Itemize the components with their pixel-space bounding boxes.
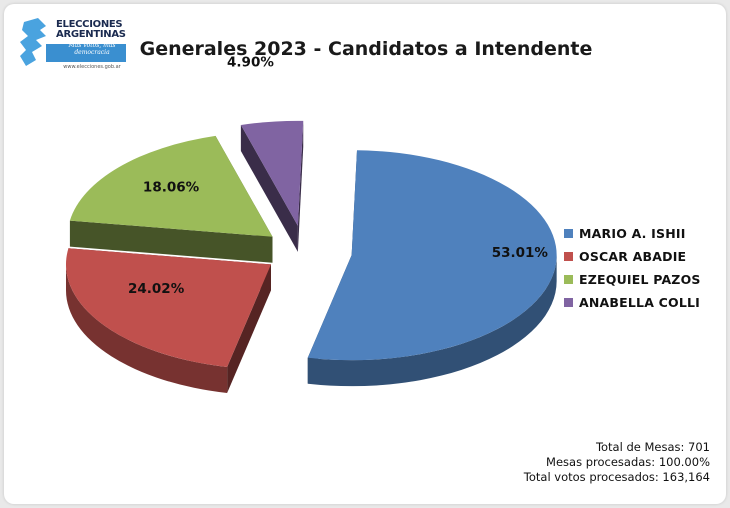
legend-item-oscar-abadie: OSCAR ABADIE (564, 245, 701, 268)
legend-label: MARIO A. ISHII (579, 226, 686, 241)
mesas-procesadas: Mesas procesadas: 100.00% (546, 455, 710, 469)
legend-swatch (564, 298, 573, 307)
pie-chart: 53.01% 24.02% 18.06% 4.90% (65, 54, 557, 393)
legend-item-mario-a-ishii: MARIO A. ISHII (564, 222, 701, 245)
pie-slices (65, 120, 557, 393)
data-label-oscar-abadie: 24.02% (128, 281, 185, 297)
slice-top-face (65, 248, 271, 367)
slice-outer-wall (307, 255, 557, 387)
data-label-ezequiel-pazos: 18.06% (143, 180, 200, 196)
chart-title: Generales 2023 - Candidatos a Intendente (139, 38, 593, 60)
data-label-anabella-colli: 4.90% (227, 54, 274, 70)
argentina-map-icon (20, 18, 126, 66)
pie-slice-anabella-colli (240, 120, 304, 252)
legend-swatch (564, 229, 573, 238)
logo-url: www.elecciones.gob.ar (63, 64, 121, 70)
legend-swatch (564, 275, 573, 284)
total-mesas: Total de Mesas: 701 (595, 440, 710, 454)
legend-label: ANABELLA COLLI (579, 295, 701, 310)
totals-panel: Total de Mesas: 701 Mesas procesadas: 10… (524, 440, 710, 485)
slice-side-wall (227, 264, 271, 393)
legend-label: OSCAR ABADIE (579, 249, 687, 264)
slice-top-face (307, 150, 557, 361)
pie-slice-mario-a-ishii (307, 150, 557, 387)
slice-side-wall (297, 120, 304, 252)
legend-item-ezequiel-pazos: EZEQUIEL PAZOS (564, 268, 701, 291)
slice-outer-wall (65, 264, 228, 393)
slice-side-wall (69, 220, 273, 263)
total-votos: Total votos procesados: 163,164 (523, 470, 710, 484)
logo-slogan: Más votos, más democracia (68, 42, 116, 56)
slice-top-face (69, 135, 273, 237)
legend-item-anabella-colli: ANABELLA COLLI (564, 291, 701, 314)
pie-slice-oscar-abadie (65, 248, 271, 393)
logo-name: ELECCIONES ARGENTINAS (56, 19, 126, 40)
slice-side-wall (240, 124, 298, 252)
legend-swatch (564, 252, 573, 261)
elecciones-logo: ELECCIONES ARGENTINAS Más votos, más dem… (16, 16, 126, 74)
data-label-mario-a-ishii: 53.01% (492, 245, 549, 261)
legend-label: EZEQUIEL PAZOS (579, 272, 701, 287)
pie-slice-ezequiel-pazos (69, 135, 273, 263)
chart-legend: MARIO A. ISHII OSCAR ABADIE EZEQUIEL PAZOS… (564, 222, 701, 314)
chart-frame: ELECCIONES ARGENTINAS Más votos, más dem… (4, 4, 726, 504)
slice-top-face (240, 120, 304, 226)
